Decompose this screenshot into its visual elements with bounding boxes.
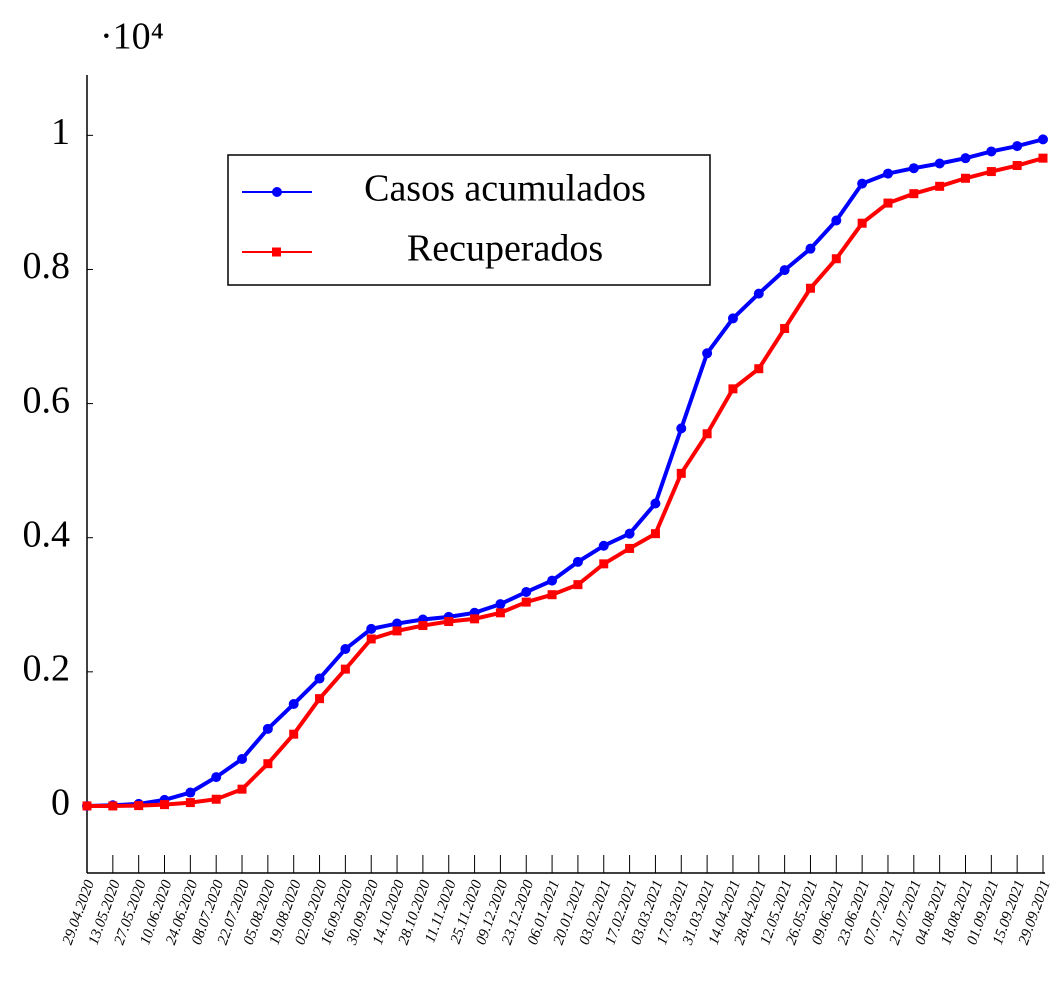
marker xyxy=(289,729,299,739)
marker xyxy=(702,429,712,439)
marker xyxy=(650,498,661,509)
marker xyxy=(263,759,273,769)
marker xyxy=(547,590,557,600)
marker xyxy=(1012,161,1022,171)
marker xyxy=(753,288,764,299)
marker xyxy=(134,801,144,811)
marker xyxy=(754,364,764,374)
marker xyxy=(727,313,738,324)
marker xyxy=(340,644,351,655)
marker xyxy=(108,801,118,811)
marker xyxy=(1012,141,1023,152)
marker xyxy=(470,614,480,624)
marker xyxy=(185,798,195,808)
marker xyxy=(625,543,635,553)
marker xyxy=(598,540,609,551)
marker xyxy=(444,617,454,627)
marker xyxy=(237,784,247,794)
y-tick-label: 0.4 xyxy=(23,513,71,555)
marker xyxy=(366,623,377,634)
marker xyxy=(728,384,738,394)
marker xyxy=(805,283,815,293)
marker xyxy=(908,163,919,174)
marker xyxy=(960,173,970,183)
marker xyxy=(650,529,660,539)
marker xyxy=(935,181,945,191)
marker xyxy=(780,323,790,333)
marker xyxy=(418,621,428,631)
marker xyxy=(624,528,635,539)
marker xyxy=(572,556,583,567)
marker xyxy=(340,664,350,674)
y-tick-label: 0.6 xyxy=(23,379,71,421)
marker xyxy=(857,178,868,189)
marker xyxy=(986,146,997,157)
marker xyxy=(599,559,609,569)
marker xyxy=(960,153,971,164)
marker xyxy=(262,723,273,734)
marker xyxy=(211,794,221,804)
marker xyxy=(392,626,402,636)
marker xyxy=(392,618,403,629)
marker xyxy=(909,189,919,199)
marker xyxy=(521,587,532,598)
marker xyxy=(831,254,841,264)
marker xyxy=(237,754,248,764)
legend xyxy=(227,154,711,286)
marker xyxy=(315,694,325,704)
marker xyxy=(82,801,92,811)
marker xyxy=(1038,134,1048,145)
y-tick-label: 0.2 xyxy=(23,648,71,690)
marker xyxy=(1038,153,1048,163)
marker xyxy=(288,699,299,710)
marker xyxy=(857,218,867,228)
marker xyxy=(521,597,531,607)
marker xyxy=(779,265,790,276)
marker xyxy=(986,167,996,177)
marker xyxy=(882,168,893,179)
marker xyxy=(314,673,325,684)
marker xyxy=(676,423,687,434)
legend-label: Casos acumulados xyxy=(364,168,646,210)
marker xyxy=(934,158,945,169)
marker xyxy=(883,198,893,208)
marker xyxy=(831,215,842,226)
marker xyxy=(573,580,583,590)
marker xyxy=(676,468,686,478)
marker xyxy=(495,599,506,610)
marker xyxy=(160,800,170,810)
marker xyxy=(185,787,196,798)
y-tick-label: 1 xyxy=(51,111,70,153)
marker xyxy=(547,575,558,586)
y-tick-label: 0 xyxy=(51,782,70,824)
marker xyxy=(495,608,505,618)
y-multiplier: ·10⁴ xyxy=(100,16,164,58)
marker xyxy=(805,243,816,254)
legend-label: Recuperados xyxy=(407,228,603,270)
marker xyxy=(211,772,222,783)
marker xyxy=(366,634,376,644)
marker xyxy=(702,348,713,359)
y-tick-label: 0.8 xyxy=(23,245,71,287)
legend-marker xyxy=(272,187,282,197)
legend-marker xyxy=(272,247,281,257)
